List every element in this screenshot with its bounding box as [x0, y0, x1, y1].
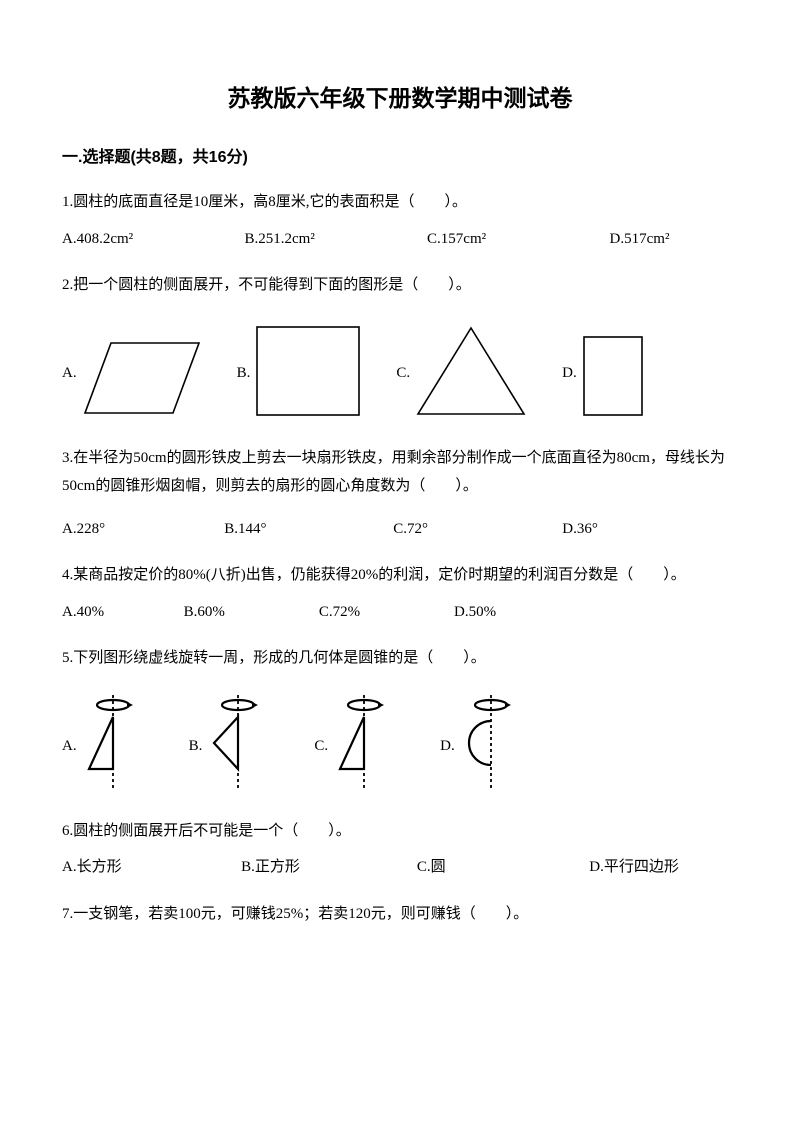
rotation-shape-a — [83, 695, 141, 791]
q3-text: 3.在半径为50cm的圆形铁皮上剪去一块扇形铁皮，用剩余部分制作成一个底面直径为… — [62, 444, 738, 501]
question-5: 5.下列图形绕虚线旋转一周，形成的几何体是圆锥的是（ ）。 A. B. C. — [62, 644, 738, 791]
q3-opt-d: D.36° — [562, 515, 738, 544]
q6-opt-a: A.长方形 — [62, 853, 241, 882]
q4-opt-a: A.40% — [62, 598, 184, 627]
q1-opt-a: A.408.2cm² — [62, 225, 245, 254]
q5-opt-b-label: B. — [189, 732, 203, 791]
q6-text: 6.圆柱的侧面展开后不可能是一个（ ）。 — [62, 817, 738, 846]
q1-opt-d: D.517cm² — [610, 225, 738, 254]
q6-opt-d: D.平行四边形 — [589, 853, 738, 882]
q3-opt-a: A.228° — [62, 515, 224, 544]
rotation-shape-d — [461, 695, 519, 791]
rect-small-shape — [581, 334, 645, 418]
q2-opt-a-label: A. — [62, 359, 77, 418]
q5-opt-d-label: D. — [440, 732, 455, 791]
question-2: 2.把一个圆柱的侧面展开，不可能得到下面的图形是（ ）。 A. B. C. D. — [62, 271, 738, 418]
q4-opt-b: B.60% — [184, 598, 319, 627]
question-7: 7.一支钢笔，若卖100元，可赚钱25%；若卖120元，则可赚钱（ ）。 — [62, 900, 738, 929]
q7-text: 7.一支钢笔，若卖100元，可赚钱25%；若卖120元，则可赚钱（ ）。 — [62, 900, 738, 929]
q6-opt-b: B.正方形 — [241, 853, 417, 882]
question-1: 1.圆柱的底面直径是10厘米，高8厘米,它的表面积是（ ）。 A.408.2cm… — [62, 188, 738, 253]
q6-opt-c: C.圆 — [417, 853, 589, 882]
q4-text: 4.某商品按定价的80%(八折)出售，仍能获得20%的利润，定价时期望的利润百分… — [62, 561, 738, 590]
q5-opt-a-label: A. — [62, 732, 77, 791]
rotation-shape-c — [334, 695, 392, 791]
q5-shapes: A. B. C. — [62, 695, 738, 791]
question-4: 4.某商品按定价的80%(八折)出售，仍能获得20%的利润，定价时期望的利润百分… — [62, 561, 738, 626]
page-title: 苏教版六年级下册数学期中测试卷 — [62, 80, 738, 117]
section-header-1: 一.选择题(共8题，共16分) — [62, 145, 738, 171]
q2-shapes: A. B. C. D. — [62, 324, 738, 418]
q1-text: 1.圆柱的底面直径是10厘米，高8厘米,它的表面积是（ ）。 — [62, 188, 738, 217]
triangle-shape — [414, 324, 528, 418]
q1-options: A.408.2cm² B.251.2cm² C.157cm² D.517cm² — [62, 225, 738, 254]
question-6: 6.圆柱的侧面展开后不可能是一个（ ）。 A.长方形 B.正方形 C.圆 D.平… — [62, 817, 738, 882]
parallelogram-shape — [81, 338, 203, 418]
q5-opt-c-label: C. — [314, 732, 328, 791]
q3-opt-b: B.144° — [224, 515, 393, 544]
rotation-shape-b — [208, 695, 266, 791]
q2-opt-b-label: B. — [237, 359, 251, 418]
q2-opt-d-label: D. — [562, 359, 577, 418]
q6-options: A.长方形 B.正方形 C.圆 D.平行四边形 — [62, 853, 738, 882]
q1-opt-b: B.251.2cm² — [245, 225, 428, 254]
square-shape — [254, 324, 362, 418]
question-3: 3.在半径为50cm的圆形铁皮上剪去一块扇形铁皮，用剩余部分制作成一个底面直径为… — [62, 444, 738, 544]
q4-opt-c: C.72% — [319, 598, 454, 627]
q1-opt-c: C.157cm² — [427, 225, 610, 254]
q5-text: 5.下列图形绕虚线旋转一周，形成的几何体是圆锥的是（ ）。 — [62, 644, 738, 673]
q4-options: A.40% B.60% C.72% D.50% — [62, 598, 738, 627]
q2-opt-c-label: C. — [396, 359, 410, 418]
q4-opt-d: D.50% — [454, 598, 589, 627]
q3-options: A.228° B.144° C.72° D.36° — [62, 515, 738, 544]
q3-opt-c: C.72° — [393, 515, 562, 544]
q2-text: 2.把一个圆柱的侧面展开，不可能得到下面的图形是（ ）。 — [62, 271, 738, 300]
